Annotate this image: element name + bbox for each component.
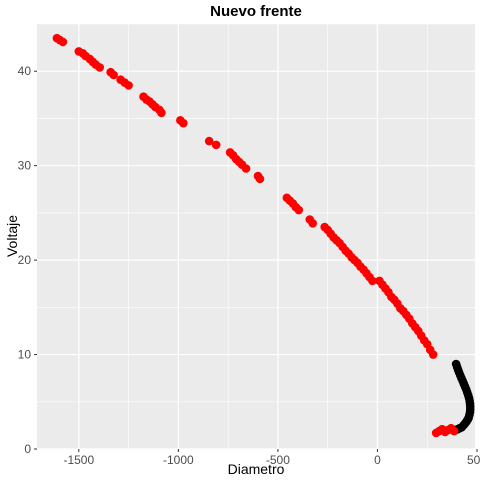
front-point [294, 205, 304, 215]
y-axis-title: Voltaje [4, 215, 20, 257]
front-point [428, 350, 438, 359]
y-axis: 0 10 20 30 40 [18, 64, 37, 456]
x-tick-label: 500 [467, 453, 480, 467]
front-point [368, 276, 377, 286]
x-tick-label: -1000 [163, 453, 194, 467]
x-tick-label: -500 [266, 453, 290, 467]
x-axis: -1500 -1000 -500 0 500 [63, 449, 480, 467]
plot-panel [37, 24, 475, 449]
y-tick-label: 0 [24, 442, 31, 456]
x-axis-title: Diametro [228, 461, 285, 477]
front-point [109, 70, 118, 80]
x-tick-label: -1500 [63, 453, 94, 467]
front-point [449, 426, 459, 436]
chart-title: Nuevo frente [210, 3, 302, 20]
front-point [124, 81, 133, 90]
front-point [95, 63, 105, 72]
y-tick-label: 40 [18, 64, 32, 78]
grid-minor [37, 23, 475, 449]
front-point [58, 37, 68, 47]
front-point [179, 118, 188, 128]
front-point [308, 218, 318, 228]
front-point [255, 174, 265, 184]
data-points [52, 33, 475, 438]
front-point [157, 108, 166, 118]
y-tick-label: 20 [18, 253, 32, 267]
x-tick-label: 0 [374, 453, 381, 467]
front-point [241, 164, 251, 173]
y-tick-label: 10 [18, 348, 32, 362]
front-point [204, 136, 214, 146]
y-tick-label: 30 [18, 159, 32, 173]
front-point [211, 140, 221, 150]
